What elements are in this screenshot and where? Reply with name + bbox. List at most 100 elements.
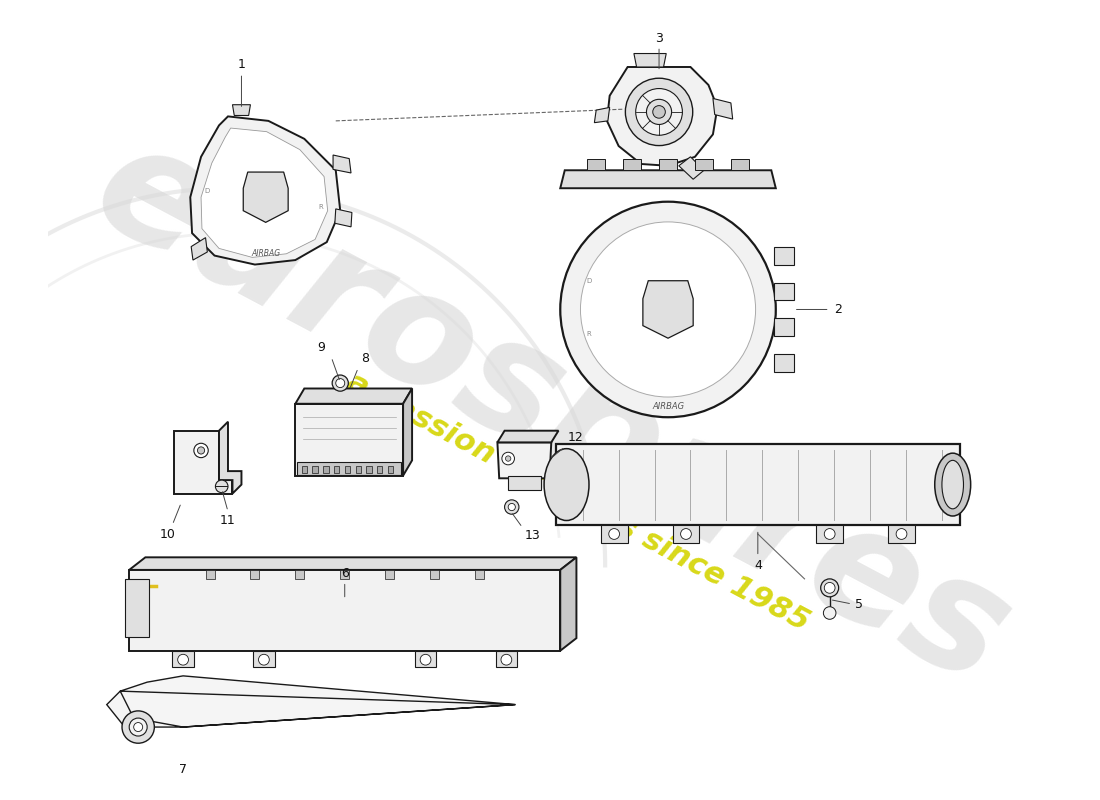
Text: 11: 11 [220,514,235,527]
Polygon shape [201,128,328,258]
Polygon shape [587,158,605,170]
Polygon shape [601,525,628,543]
Polygon shape [774,318,794,337]
Circle shape [681,529,692,539]
Ellipse shape [647,99,672,125]
Polygon shape [129,558,576,570]
Polygon shape [634,54,667,67]
Circle shape [178,654,188,665]
Text: 2: 2 [834,303,842,316]
Polygon shape [403,389,412,476]
Text: 8: 8 [361,352,368,365]
Circle shape [896,529,906,539]
Ellipse shape [636,89,682,135]
Polygon shape [623,158,641,170]
Bar [312,466,318,473]
Polygon shape [594,107,609,122]
Polygon shape [191,238,207,260]
Text: 5: 5 [855,598,862,610]
Text: 9: 9 [317,342,324,354]
Circle shape [420,654,431,665]
Circle shape [608,529,619,539]
Polygon shape [295,389,412,404]
Polygon shape [243,172,288,222]
Polygon shape [251,570,260,579]
Polygon shape [333,155,351,173]
Polygon shape [124,579,148,638]
Bar [377,466,383,473]
Polygon shape [695,158,713,170]
Text: a passion for parts since 1985: a passion for parts since 1985 [342,368,814,638]
Polygon shape [206,570,214,579]
Bar [301,466,307,473]
Polygon shape [607,67,717,166]
Polygon shape [253,650,275,667]
Ellipse shape [626,78,693,146]
Text: eurospares: eurospares [69,107,1034,718]
Circle shape [502,452,515,465]
Polygon shape [672,525,700,543]
Circle shape [198,447,205,454]
Polygon shape [295,570,305,579]
Polygon shape [107,676,516,727]
Circle shape [194,443,208,458]
Ellipse shape [935,453,970,516]
Text: 13: 13 [525,530,540,542]
Polygon shape [295,404,403,476]
Polygon shape [888,525,915,543]
Bar [366,466,372,473]
Polygon shape [774,354,794,372]
Polygon shape [816,525,843,543]
Polygon shape [642,281,693,338]
Circle shape [508,503,516,510]
Text: R: R [318,204,323,210]
Circle shape [122,711,154,743]
Polygon shape [334,209,352,227]
Text: 7: 7 [179,763,187,776]
Polygon shape [774,246,794,265]
Polygon shape [659,158,676,170]
Text: AIRBAG: AIRBAG [652,402,684,411]
Ellipse shape [652,106,666,118]
Bar [388,466,393,473]
Text: 4: 4 [754,559,762,572]
Ellipse shape [581,222,756,397]
Polygon shape [556,444,960,525]
Text: AIRBAG: AIRBAG [251,250,280,258]
Bar [344,466,350,473]
Circle shape [821,579,838,597]
Circle shape [332,375,349,391]
Circle shape [824,529,835,539]
Ellipse shape [560,202,775,418]
Text: 10: 10 [160,528,176,541]
Polygon shape [475,570,484,579]
Circle shape [336,378,344,387]
Circle shape [505,500,519,514]
Polygon shape [497,442,551,478]
Polygon shape [219,422,242,494]
Polygon shape [730,158,749,170]
Circle shape [824,606,836,619]
Ellipse shape [942,460,964,509]
Polygon shape [340,570,349,579]
Text: 6: 6 [341,566,349,580]
Polygon shape [560,170,775,188]
Bar [334,466,339,473]
Bar [355,466,361,473]
Polygon shape [385,570,394,579]
Polygon shape [497,430,559,442]
Circle shape [129,718,147,736]
Polygon shape [679,157,704,179]
Bar [323,466,329,473]
Circle shape [216,480,228,493]
Text: 3: 3 [656,31,663,45]
Polygon shape [713,98,733,119]
Polygon shape [560,558,576,650]
Circle shape [500,654,512,665]
Polygon shape [129,570,560,650]
Text: D: D [205,188,210,194]
Polygon shape [173,650,194,667]
Polygon shape [297,462,402,474]
Bar [508,476,540,490]
Polygon shape [774,282,794,301]
